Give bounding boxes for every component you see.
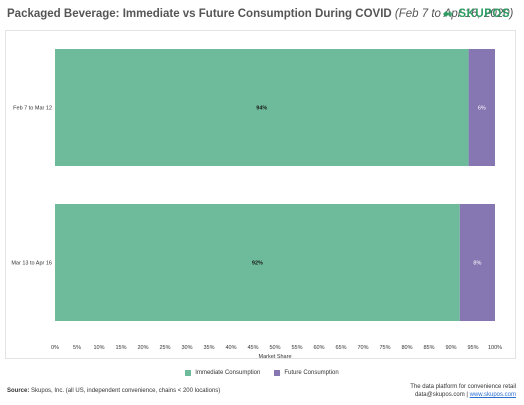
bar-chart: 94% 6% Feb 7 to Mar 12 92% 8% Mar 13 to Apr 1… — [11, 49, 502, 360]
legend-swatch-immediate — [185, 370, 192, 376]
x-tick-label: 15% — [115, 345, 126, 351]
footer-website-link[interactable]: www.skupos.com — [469, 392, 516, 398]
x-tick-label: 10% — [93, 345, 104, 351]
skupos-logo: SKUPOS — [442, 8, 510, 20]
x-tick-label: 0% — [51, 345, 59, 351]
x-tick-label: 40% — [225, 345, 236, 351]
x-tick-label: 95% — [467, 345, 478, 351]
x-tick-label: 30% — [181, 345, 192, 351]
x-tick-label: 70% — [357, 345, 368, 351]
x-tick-label: 85% — [423, 345, 434, 351]
x-tick-label: 80% — [401, 345, 412, 351]
legend-item-future: Future Consumption — [274, 370, 339, 376]
category-label: Mar 13 to Apr 16 — [11, 261, 52, 267]
legend: Immediate Consumption Future Consumption — [0, 370, 524, 376]
data-label: 92% — [252, 261, 263, 267]
x-tick-label: 45% — [247, 345, 258, 351]
source-label: Source: — [7, 388, 30, 394]
footer-contact: The data platform for convenience retail… — [410, 383, 516, 399]
x-tick-label: 90% — [445, 345, 456, 351]
data-label: 6% — [478, 106, 486, 112]
footer-email[interactable]: data@skupos.com — [414, 392, 465, 398]
source-text: Skupos, Inc. (all US, independent conven… — [31, 388, 221, 394]
x-tick-label: 65% — [335, 345, 346, 351]
legend-item-immediate: Immediate Consumption — [185, 370, 260, 376]
footer-separator: | — [464, 392, 470, 398]
data-label: 94% — [256, 106, 267, 112]
x-tick-label: 100% — [488, 345, 502, 351]
x-tick-label: 55% — [291, 345, 302, 351]
x-tick-label: 20% — [137, 345, 148, 351]
chart-title-main: Packaged Beverage: Immediate vs Future C… — [7, 8, 392, 20]
bar-segment-future — [459, 204, 495, 321]
x-tick-label: 5% — [73, 345, 81, 351]
chart-title: Packaged Beverage: Immediate vs Future C… — [7, 8, 513, 20]
bar-segment-immediate — [55, 49, 469, 166]
footer-links: data@skupos.com | www.skupos.com — [410, 391, 516, 399]
x-tick-label: 35% — [203, 345, 214, 351]
legend-swatch-future — [274, 370, 281, 376]
bar-segment-immediate — [55, 204, 460, 321]
chart-title-subtitle: (Feb 7 to Apr 16, 2020) — [394, 8, 514, 20]
footer-tagline: The data platform for convenience retail — [410, 384, 516, 390]
chart-frame — [5, 30, 516, 359]
legend-label-future: Future Consumption — [284, 370, 339, 376]
category-label: Feb 7 to Mar 12 — [13, 106, 52, 112]
x-tick-label: 75% — [379, 345, 390, 351]
logo-text: SKUPOS — [458, 8, 510, 20]
x-tick-label: 60% — [313, 345, 324, 351]
legend-label-immediate: Immediate Consumption — [195, 370, 261, 376]
skupos-logo-icon — [443, 11, 454, 17]
source-note: Source: Skupos, Inc. (all US, independen… — [7, 388, 220, 394]
x-axis-label: Market Share — [258, 354, 291, 360]
x-tick-label: 25% — [159, 345, 170, 351]
data-label: 8% — [473, 261, 481, 267]
bar-segment-future — [468, 49, 495, 166]
x-tick-label: 50% — [269, 345, 280, 351]
